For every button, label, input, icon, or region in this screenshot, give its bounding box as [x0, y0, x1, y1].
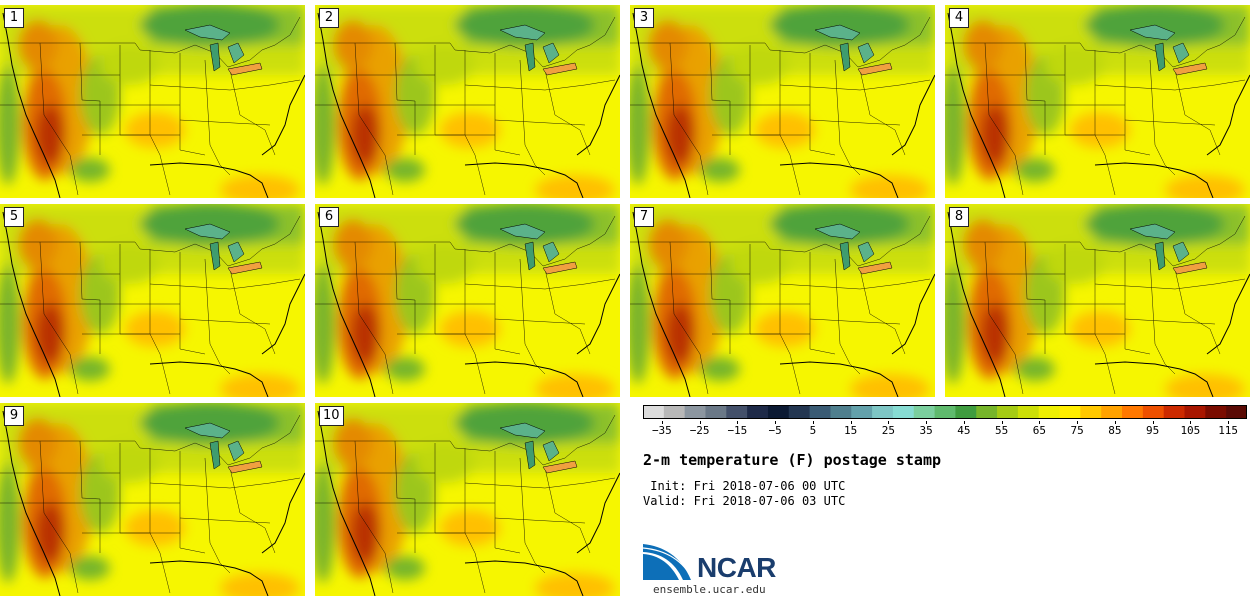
colorbar-tick-label: 15: [844, 424, 858, 437]
colorbar-swatch: [809, 405, 831, 419]
colorbar-swatch: [830, 405, 852, 419]
colorbar-tick-label: 105: [1180, 424, 1201, 437]
colorbar-tick-mark: [1001, 421, 1003, 424]
member-number: 6: [319, 207, 339, 227]
colorbar-swatch: [913, 405, 936, 419]
colorbar-swatch: [643, 405, 665, 419]
colorbar-swatch: [872, 405, 894, 419]
colorbar-tick-label: −15: [727, 424, 748, 437]
colorbar-swatch: [788, 405, 811, 419]
colorbar-tick-mark: [1190, 421, 1192, 424]
colorbar: [643, 405, 1247, 419]
colorbar-swatch: [1184, 405, 1206, 419]
colorbar-tick-label: 5: [809, 424, 817, 437]
colorbar-swatch: [1142, 405, 1165, 419]
colorbar-tick-mark: [1039, 421, 1041, 424]
plot-title: 2-m temperature (F) postage stamp: [643, 451, 942, 469]
colorbar-tick-mark: [812, 421, 814, 424]
map-panel[interactable]: 9: [0, 403, 305, 596]
colorbar-swatch: [726, 405, 748, 419]
colorbar-swatch: [1080, 405, 1102, 419]
colorbar-swatch: [1122, 405, 1144, 419]
map-panel[interactable]: 5: [0, 204, 305, 397]
map-panel[interactable]: 7: [630, 204, 935, 397]
colorbar-swatch: [663, 405, 686, 419]
member-number: 2: [319, 8, 339, 28]
member-number: 8: [949, 207, 969, 227]
colorbar-tick-label: 35: [919, 424, 933, 437]
colorbar-swatch: [976, 405, 998, 419]
colorbar-swatch: [1101, 405, 1123, 419]
colorbar-tick-mark: [699, 421, 701, 424]
colorbar-swatch: [934, 405, 956, 419]
map-panel[interactable]: 4: [945, 5, 1250, 198]
member-number: 10: [319, 406, 344, 426]
colorbar-tick-mark: [1152, 421, 1154, 424]
colorbar-swatch: [1226, 405, 1247, 419]
colorbar-tick-label: −5: [768, 424, 782, 437]
colorbar-swatch: [955, 405, 977, 419]
colorbar-tick-label: 85: [1108, 424, 1122, 437]
map-panel[interactable]: 1: [0, 5, 305, 198]
member-number: 5: [4, 207, 24, 227]
colorbar-swatch: [684, 405, 706, 419]
colorbar-tick-mark: [850, 421, 852, 424]
colorbar-tick-mark: [1228, 421, 1230, 424]
colorbar-tick-mark: [1077, 421, 1079, 424]
colorbar-swatch: [767, 405, 790, 419]
member-number: 7: [634, 207, 654, 227]
colorbar-swatch: [892, 405, 915, 419]
map-panel[interactable]: 8: [945, 204, 1250, 397]
colorbar-tick-mark: [963, 421, 965, 424]
colorbar-swatch: [747, 405, 769, 419]
colorbar-swatch: [705, 405, 727, 419]
map-panel[interactable]: 6: [315, 204, 620, 397]
colorbar-swatch: [1038, 405, 1061, 419]
member-number: 9: [4, 406, 24, 426]
init-time: Init: Fri 2018-07-06 00 UTC: [643, 479, 846, 493]
colorbar-swatch: [1205, 405, 1227, 419]
colorbar-swatch: [1059, 405, 1081, 419]
colorbar-swatch: [997, 405, 1019, 419]
colorbar-tick-label: 65: [1032, 424, 1046, 437]
member-number: 4: [949, 8, 969, 28]
colorbar-tick-mark: [926, 421, 928, 424]
valid-time: Valid: Fri 2018-07-06 03 UTC: [643, 494, 846, 508]
member-number: 1: [4, 8, 24, 28]
colorbar-tick-mark: [775, 421, 777, 424]
colorbar-tick-label: 45: [957, 424, 971, 437]
colorbar-tick-label: 55: [995, 424, 1009, 437]
colorbar-tick-mark: [1114, 421, 1116, 424]
colorbar-border: [643, 405, 1247, 419]
colorbar-tick-mark: [661, 421, 663, 424]
colorbar-tick-label: 115: [1218, 424, 1239, 437]
map-panel[interactable]: 2: [315, 5, 620, 198]
site-url[interactable]: ensemble.ucar.edu: [653, 583, 766, 596]
colorbar-tick-label: −35: [651, 424, 672, 437]
logo-text: NCAR: [697, 552, 776, 583]
colorbar-tick-label: −25: [689, 424, 710, 437]
colorbar-tick-mark: [888, 421, 890, 424]
colorbar-swatch: [851, 405, 873, 419]
colorbar-tick-label: 75: [1070, 424, 1084, 437]
map-panel[interactable]: 10: [315, 403, 620, 596]
member-number: 3: [634, 8, 654, 28]
ncar-logo-icon: [643, 544, 694, 581]
colorbar-ticks: −35 −25 −15 −5 5 15 25 35 45 55 65 75 85 95 105 115: [632, 421, 1258, 443]
colorbar-tick-label: 25: [881, 424, 895, 437]
map-panel[interactable]: 3: [630, 5, 935, 198]
colorbar-swatch: [1163, 405, 1186, 419]
colorbar-tick-mark: [737, 421, 739, 424]
colorbar-tick-label: 95: [1146, 424, 1160, 437]
colorbar-swatch: [1017, 405, 1040, 419]
